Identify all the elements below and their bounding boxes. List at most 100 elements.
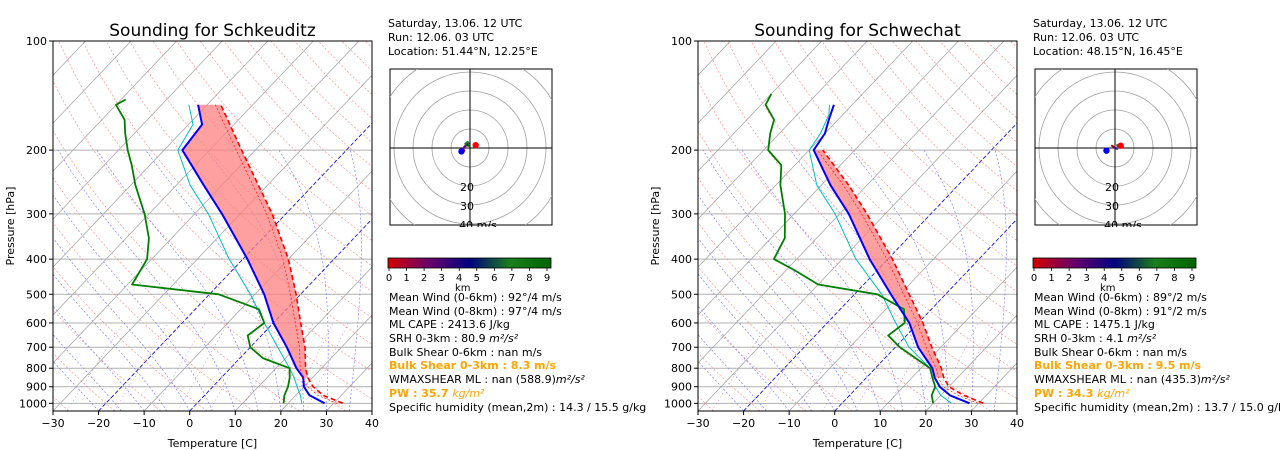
dry-adiabat	[750, 41, 1017, 319]
mixing-ratio-line	[289, 322, 334, 411]
dry-adiabat	[698, 352, 760, 411]
valid-time: Saturday, 13.06. 12 UTC	[1033, 17, 1168, 30]
dry-adiabat	[892, 41, 1017, 167]
x-tick-label: 0	[186, 417, 193, 430]
x-tick-label: 30	[964, 417, 978, 430]
moist-adiabat	[993, 150, 1007, 411]
colorbar-unit-label: km	[1100, 283, 1116, 292]
height-colorbar: 0 1 2 3 4 5 6 7 8 9 km	[386, 257, 552, 292]
skewt-diagram: −30 −20 −10 0 10 20 30 40 100 200 300 400 500 600 700 8…	[4, 21, 379, 450]
x-tick-label: −10	[133, 417, 156, 430]
mean-wind-0-8km: Mean Wind (0-8km) : 97°/4 m/s	[389, 304, 562, 318]
dry-adiabat	[294, 41, 372, 119]
run-time: Run: 12.06. 03 UTC	[388, 31, 495, 44]
bulk-shear-0-3km: Bulk Shear 0-3km : 8.3 m/s	[389, 359, 557, 373]
x-tick-label: −30	[686, 417, 709, 430]
ring-label: 20	[1105, 181, 1119, 194]
wmaxshear-ml: WMAXSHEAR ML : nan (435.3)m²/s²	[1034, 373, 1230, 387]
dry-adiabat	[199, 41, 372, 217]
y-tick-label: 800	[671, 362, 692, 375]
x-tick-label: −30	[41, 417, 64, 430]
y-tick-label: 100	[671, 35, 692, 48]
colorbar-tick-label: 1	[1048, 273, 1054, 284]
moist-adiabat	[702, 149, 881, 411]
mixing-ratio-line	[177, 322, 229, 411]
colorbar-tick-label: 4	[1101, 273, 1107, 284]
dry-adiabat	[698, 80, 1017, 400]
isotherm	[53, 41, 360, 364]
dry-adiabat	[53, 309, 162, 411]
dry-adiabat	[844, 41, 1017, 217]
ring-label: 40 m/s	[1104, 219, 1142, 227]
dry-adiabat	[698, 176, 945, 411]
colorbar-tick-label: 9	[544, 273, 550, 284]
colorbar-tick-label: 8	[1171, 273, 1177, 284]
storm-motion-left	[1103, 147, 1110, 154]
parcel-curve-virtual	[215, 104, 338, 404]
ml-cape: ML CAPE : 2413.6 J/kg	[389, 318, 510, 332]
moist-adiabat	[698, 334, 767, 411]
moist-adiabat	[53, 237, 190, 411]
bulk-shear-0-3km: Bulk Shear 0-3km : 9.5 m/s	[1034, 359, 1202, 373]
storm-motion-left	[458, 148, 465, 155]
colorbar-tick-label: 3	[1083, 273, 1089, 284]
temperature-curve	[812, 104, 970, 405]
chart-title: Sounding for Schwechat	[754, 21, 961, 41]
mixing-ratio-line	[711, 322, 769, 411]
colorbar-tick-label: 1	[403, 273, 409, 284]
dry-adiabat	[53, 176, 300, 411]
plot-area	[53, 41, 372, 411]
dry-adiabat	[176, 41, 372, 241]
ring-label: 20	[460, 181, 474, 194]
isotherm	[326, 362, 372, 411]
moist-adiabat	[698, 194, 858, 411]
colorbar	[387, 257, 552, 269]
moist-adiabat	[348, 150, 362, 411]
x-tick-label: −20	[732, 417, 755, 430]
specific-humidity: Specific humidity (mean,2m) : 13.7 / 15.…	[1034, 400, 1280, 414]
dry-adiabat	[53, 352, 115, 411]
isotherm	[698, 41, 914, 268]
isotherm	[971, 362, 1017, 411]
reference-isotherm	[834, 218, 1017, 411]
colorbar-tick-label: 4	[456, 273, 462, 284]
isotherm	[53, 41, 269, 268]
dewpoint-curve	[764, 93, 937, 404]
y-tick-label: 1000	[664, 397, 692, 410]
mixing-ratio-line	[934, 322, 979, 411]
y-tick-label: 900	[671, 381, 692, 394]
mean-wind-0-6km: Mean Wind (0-6km) : 92°/4 m/s	[389, 291, 562, 304]
dry-adiabat	[58, 41, 372, 372]
isotherm	[53, 41, 223, 220]
colorbar-tick-label: 5	[1119, 273, 1125, 284]
dewpoint-curve	[115, 98, 291, 404]
dry-adiabat	[53, 130, 346, 411]
mixing-ratio-line	[950, 322, 994, 411]
mixing-ratio-line	[114, 322, 169, 411]
y-tick-label: 700	[671, 341, 692, 354]
dry-adiabat	[727, 41, 1017, 345]
mixing-ratio-line	[798, 322, 851, 411]
sounding-panel-schkeuditz: −30 −20 −10 0 10 20 30 40 100 200 300 400 500 600 700 8…	[4, 17, 646, 450]
x-tick-label: 30	[319, 417, 333, 430]
cape-area	[182, 104, 308, 378]
precipitable-water: PW : 35.7 kg/m²	[389, 386, 485, 400]
dry-adiabat	[939, 41, 1017, 119]
y-tick-label: 1000	[19, 397, 47, 410]
storm-motion-right	[472, 141, 479, 149]
isotherm	[53, 41, 314, 316]
y-tick-label: 800	[26, 362, 47, 375]
moist-adiabat	[145, 149, 282, 411]
chart-title: Sounding for Schkeuditz	[109, 21, 316, 41]
hodograph-area	[1035, 69, 1197, 225]
parcel-curve	[220, 104, 344, 405]
moist-adiabat	[278, 149, 329, 411]
x-tick-label: 10	[873, 417, 887, 430]
mixing-ratio-line	[153, 322, 206, 411]
moist-adiabat	[741, 149, 904, 411]
location: Location: 51.44°N, 12.25°E	[388, 45, 538, 58]
x-axis-label: Temperature [C]	[167, 437, 257, 450]
moist-adiabat	[96, 149, 259, 411]
colorbar-tick-label: 7	[1154, 273, 1160, 284]
moist-adiabat	[923, 149, 974, 411]
